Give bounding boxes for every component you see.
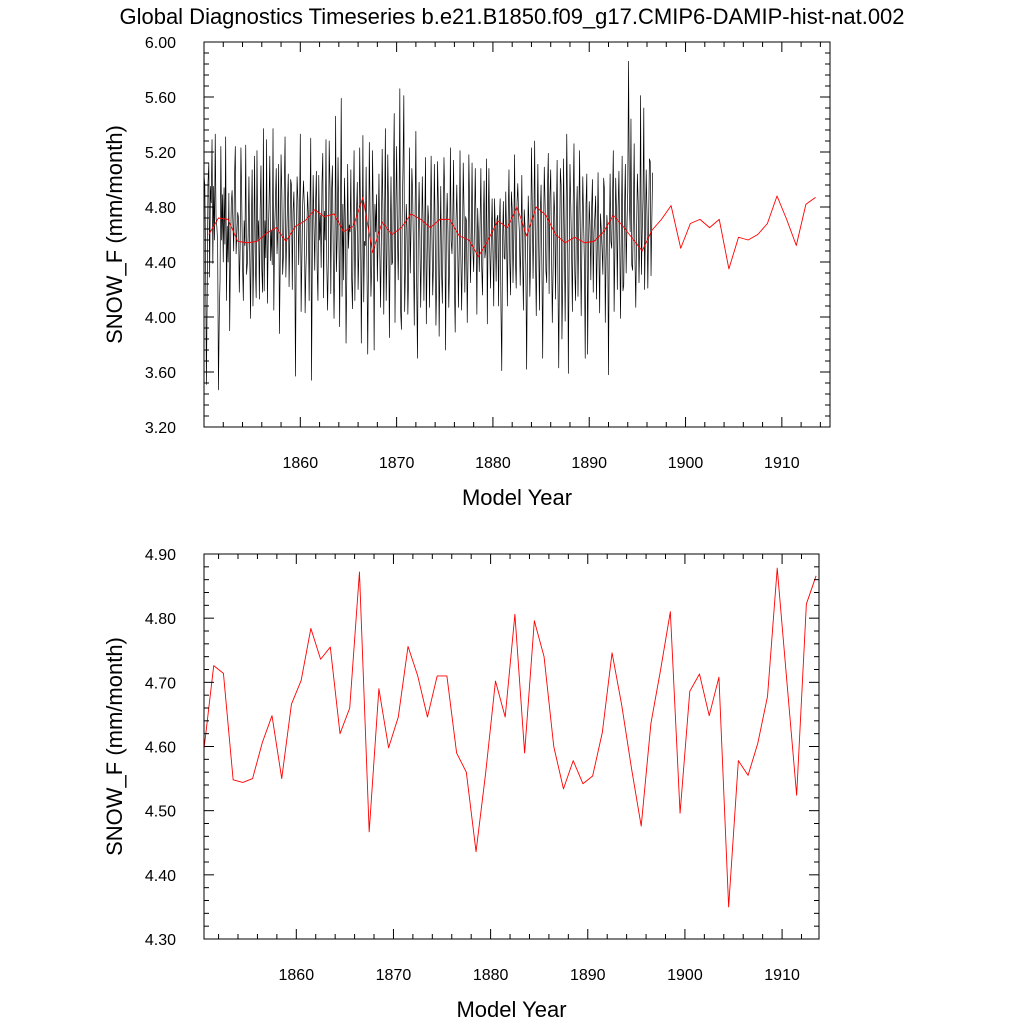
- bottom-y-tick-label: 4.40: [145, 868, 176, 885]
- bottom-x-tick-label: 1910: [764, 967, 800, 984]
- top-x-tick-label: 1860: [283, 455, 319, 472]
- bottom-ticks: 1860 1870 1880 1890 1900 1910 4.30 4.40 4.50 4.60…: [145, 547, 819, 984]
- top-y-tick-label: 5.20: [145, 145, 176, 162]
- top-x-tick-label: 1900: [668, 455, 704, 472]
- top-y-tick-label: 3.60: [145, 365, 176, 382]
- top-x-tick-label: 1890: [571, 455, 607, 472]
- bottom-y-tick-label: 4.80: [145, 611, 176, 628]
- top-x-axis-title: Model Year: [462, 485, 572, 510]
- top-series: [203, 60, 816, 391]
- top-y-tick-label: 6.00: [145, 35, 176, 52]
- top-y-tick-label: 5.60: [145, 90, 176, 107]
- top-y-tick-label: 3.20: [145, 420, 176, 437]
- top-series-line-0: [203, 60, 653, 391]
- top-panel: 1860 1870 1880 1890 1900 1910 3.20 3.60 4.00 4.40…: [102, 35, 831, 510]
- top-x-tick-label: 1910: [764, 455, 800, 472]
- top-y-tick-label: 4.00: [145, 310, 176, 327]
- bottom-x-tick-label: 1900: [667, 967, 703, 984]
- bottom-x-tick-label: 1880: [473, 967, 509, 984]
- bottom-series-line-0: [203, 567, 817, 908]
- bottom-panel: 1860 1870 1880 1890 1900 1910 4.30 4.40 4.50 4.60…: [102, 547, 820, 1022]
- bottom-y-tick-label: 4.70: [145, 675, 176, 692]
- top-x-tick-label: 1870: [379, 455, 415, 472]
- top-y-tick-label: 4.40: [145, 255, 176, 272]
- top-y-axis-title: SNOW_F (mm/month): [102, 125, 127, 344]
- bottom-y-tick-label: 4.90: [145, 547, 176, 564]
- bottom-y-tick-label: 4.60: [145, 740, 176, 757]
- top-x-tick-label: 1880: [475, 455, 511, 472]
- chart-title: Global Diagnostics Timeseries b.e21.B185…: [119, 4, 904, 29]
- bottom-y-tick-label: 4.50: [145, 804, 176, 821]
- bottom-x-axis-title: Model Year: [456, 997, 566, 1022]
- top-y-tick-label: 4.80: [145, 200, 176, 217]
- bottom-series: [203, 567, 817, 908]
- bottom-plot-frame: [203, 553, 820, 940]
- top-plot-frame: [203, 41, 831, 428]
- top-ticks: 1860 1870 1880 1890 1900 1910 3.20 3.60 4.00 4.40…: [145, 35, 830, 472]
- bottom-y-axis-title: SNOW_F (mm/month): [102, 637, 127, 856]
- bottom-x-tick-label: 1890: [570, 967, 606, 984]
- bottom-x-tick-label: 1860: [279, 967, 315, 984]
- top-series-line-1: [208, 195, 816, 270]
- bottom-y-tick-label: 4.30: [145, 932, 176, 949]
- bottom-x-tick-label: 1870: [376, 967, 412, 984]
